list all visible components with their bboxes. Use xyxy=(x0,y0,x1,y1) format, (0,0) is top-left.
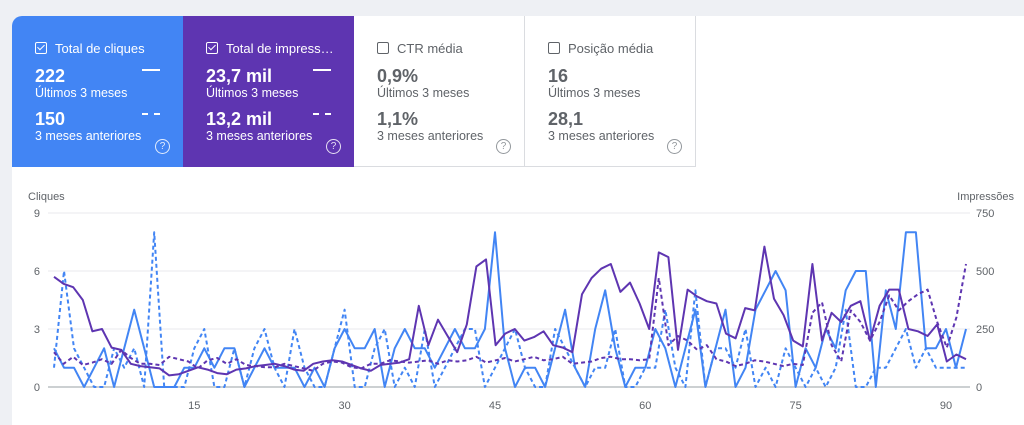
metric-value: 23,7 mil xyxy=(206,66,273,86)
solid-line-legend-icon xyxy=(313,69,331,71)
metric-value: 0,9% xyxy=(377,66,419,86)
help-icon[interactable]: ? xyxy=(496,139,511,154)
performance-card: Total de cliques 222 Últimos 3 meses 150… xyxy=(12,16,1024,425)
metric-period: Últimos 3 meses xyxy=(377,86,470,100)
metric-label: Total de cliques xyxy=(55,40,145,56)
metric-total-impressions[interactable]: Total de impress… 23,7 mil Últimos 3 mes… xyxy=(183,16,354,167)
y-left-axis-title: Cliques xyxy=(28,191,65,203)
metric-value: 16 xyxy=(548,66,569,86)
y-right-tick-label: 500 xyxy=(976,266,994,278)
y-left-tick-label: 9 xyxy=(34,208,40,220)
metric-prev-period: 3 meses anteriores xyxy=(206,129,313,143)
y-left-tick-label: 0 xyxy=(34,382,40,394)
y-right-tick-label: 250 xyxy=(976,324,994,336)
y-right-axis-title: Impressões xyxy=(957,191,1014,203)
checkbox-unchecked-icon[interactable] xyxy=(548,42,560,54)
y-right-tick-label: 0 xyxy=(976,382,982,394)
solid-line-legend-icon xyxy=(142,69,160,71)
metric-prev-value: 28,1 xyxy=(548,109,584,129)
metric-prev-period: 3 meses anteriores xyxy=(377,129,484,143)
metric-prev-period: 3 meses anteriores xyxy=(35,129,142,143)
x-tick-label: 15 xyxy=(188,400,200,412)
dashed-line-legend-icon xyxy=(142,113,160,115)
impressions-dashed-series-line xyxy=(53,263,967,372)
metric-total-clicks[interactable]: Total de cliques 222 Últimos 3 meses 150… xyxy=(12,16,183,167)
metric-value: 222 xyxy=(35,66,66,86)
metric-period: Últimos 3 meses xyxy=(548,86,641,100)
dashed-line-legend-icon xyxy=(313,113,331,115)
metric-period: Últimos 3 meses xyxy=(206,86,299,100)
x-tick-label: 90 xyxy=(940,400,952,412)
y-right-tick-label: 750 xyxy=(976,208,994,220)
x-tick-label: 45 xyxy=(489,400,501,412)
x-tick-label: 75 xyxy=(790,400,802,412)
metric-average-ctr[interactable]: CTR média 0,9% Últimos 3 meses 1,1% 3 me… xyxy=(354,16,525,167)
metric-label: Posição média xyxy=(568,40,654,56)
metric-prev-value: 1,1% xyxy=(377,109,419,129)
metric-prev-value: 13,2 mil xyxy=(206,109,273,129)
metric-period: Últimos 3 meses xyxy=(35,86,128,100)
help-icon[interactable]: ? xyxy=(155,139,170,154)
metric-label: CTR média xyxy=(397,40,463,56)
y-left-tick-label: 6 xyxy=(34,266,40,278)
help-icon[interactable]: ? xyxy=(326,139,341,154)
x-tick-label: 60 xyxy=(639,400,651,412)
impressions-solid-series-line xyxy=(53,245,967,377)
help-icon[interactable]: ? xyxy=(667,139,682,154)
y-left-tick-label: 3 xyxy=(34,324,40,336)
checkbox-unchecked-icon[interactable] xyxy=(377,42,389,54)
checkbox-checked-icon[interactable] xyxy=(206,42,218,54)
checkbox-checked-icon[interactable] xyxy=(35,42,47,54)
clicks-solid-series-line xyxy=(53,231,967,388)
metric-prev-period: 3 meses anteriores xyxy=(548,129,655,143)
metric-label: Total de impress… xyxy=(226,40,334,56)
clicks-dashed-series-line xyxy=(53,231,966,388)
x-tick-label: 30 xyxy=(339,400,351,412)
metric-average-position[interactable]: Posição média 16 Últimos 3 meses 28,1 3 … xyxy=(525,16,696,167)
metric-prev-value: 150 xyxy=(35,109,66,129)
